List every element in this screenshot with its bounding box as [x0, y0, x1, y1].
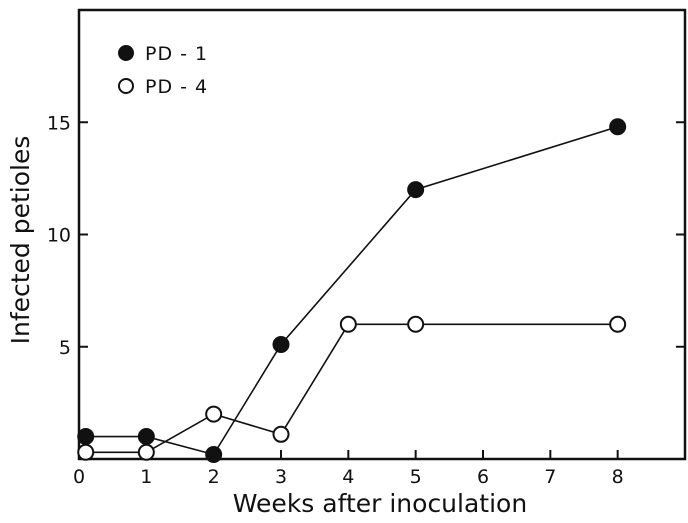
data-point-pd-1	[272, 336, 290, 354]
legend-marker-pd-1	[118, 45, 134, 61]
data-point-pd-4	[77, 443, 95, 461]
x-ticks: 0 1 2 3 4 5 6 7 8	[73, 450, 624, 488]
x-tick-label: 5	[410, 466, 422, 488]
legend-label-pd-1: PD - 1	[145, 43, 208, 65]
data-point-pd-1	[407, 181, 425, 199]
x-tick-label: 4	[342, 466, 354, 488]
data-point-pd-4	[272, 425, 290, 443]
x-tick-label: 1	[140, 466, 152, 488]
x-tick-label: 8	[612, 466, 624, 488]
x-tick-label: 2	[208, 466, 220, 488]
x-tick-label: 6	[477, 466, 489, 488]
y-tick-label: 5	[59, 337, 71, 359]
y-ticks: 5 10 15	[47, 112, 685, 359]
data-point-pd-4	[609, 315, 627, 333]
legend-marker-pd-4	[118, 78, 134, 94]
x-axis-title: Weeks after inoculation	[233, 489, 527, 518]
data-point-pd-4	[137, 443, 155, 461]
y-tick-label: 10	[47, 225, 71, 247]
legend-label-pd-4: PD - 4	[145, 76, 208, 98]
series-line-pd-4	[85, 323, 618, 454]
data-point-pd-1	[205, 446, 223, 464]
x-tick-label: 7	[544, 466, 556, 488]
y-axis-title: Infected petioles	[6, 136, 35, 345]
data-point-pd-4	[407, 315, 425, 333]
data-point-pd-4	[339, 315, 357, 333]
data-point-pd-1	[609, 118, 627, 136]
series-layer	[77, 118, 627, 464]
data-point-pd-1	[77, 428, 95, 446]
y-tick-label: 15	[47, 112, 71, 134]
data-point-pd-4	[205, 405, 223, 423]
data-point-pd-1	[137, 428, 155, 446]
series-line-pd-1	[85, 125, 618, 456]
legend: PD - 1 PD - 4	[118, 43, 208, 98]
x-tick-label: 0	[73, 466, 85, 488]
x-tick-label: 3	[275, 466, 287, 488]
